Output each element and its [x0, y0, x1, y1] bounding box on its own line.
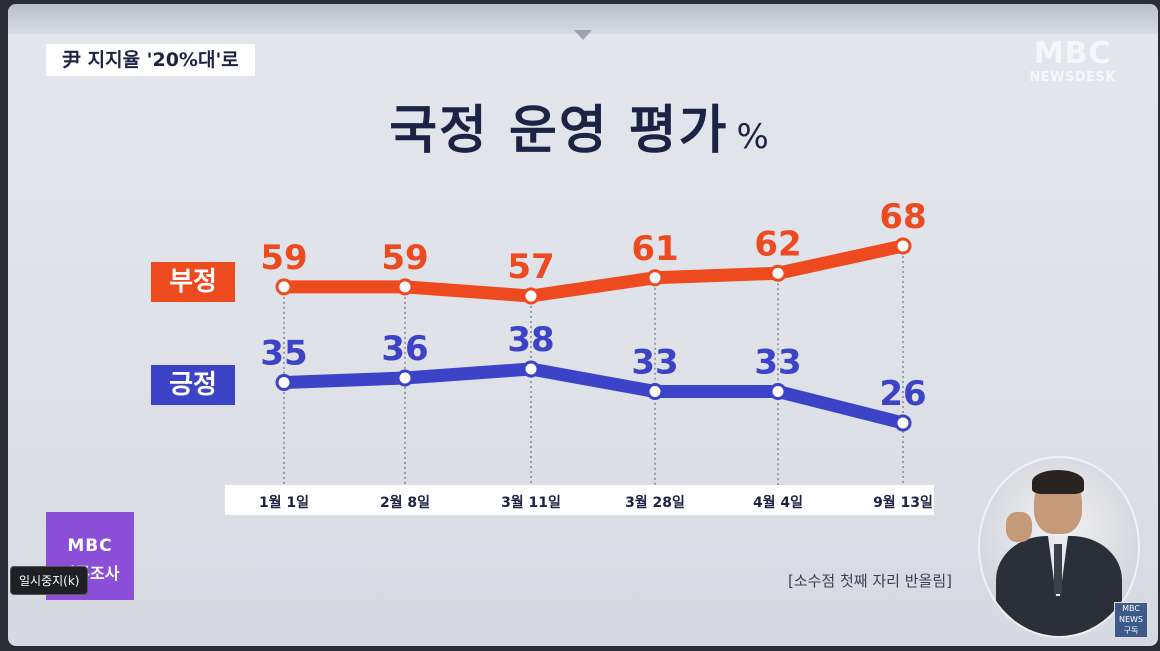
- data-point: [275, 374, 293, 391]
- data-label: 33: [631, 343, 678, 383]
- data-label: 59: [381, 238, 428, 278]
- legend-negative: 부정: [151, 262, 235, 302]
- data-point: [894, 414, 912, 432]
- headline-caption: 尹 지지율 '20%대'로: [46, 44, 255, 76]
- data-label: 62: [754, 224, 801, 264]
- logo-mark: MBC: [1033, 36, 1112, 71]
- x-tick-label: 3월 11일: [501, 494, 561, 511]
- data-point: [522, 360, 540, 378]
- sign-language-interpreter: [978, 456, 1140, 638]
- data-point: [646, 269, 664, 287]
- footnote: [소수점 첫째 자리 반올림]: [787, 572, 952, 590]
- data-point: [769, 383, 787, 400]
- data-point: [646, 383, 664, 400]
- data-point: [275, 278, 293, 296]
- chart-unit: %: [736, 117, 771, 157]
- data-label: 61: [631, 229, 678, 269]
- chart-title: 국정 운영 평가%: [0, 88, 1160, 163]
- data-label: 68: [879, 197, 926, 237]
- chart-title-text: 국정 운영 평가: [389, 101, 729, 161]
- caret-down-icon: [574, 30, 592, 40]
- data-label: 36: [381, 329, 428, 369]
- data-label: 59: [260, 238, 307, 278]
- x-tick-label: 2월 8일: [380, 494, 430, 511]
- top-bar: [8, 4, 1158, 34]
- data-point: [769, 264, 787, 282]
- poll-badge-mark: MBC: [67, 536, 113, 556]
- broadcast-frame: [8, 4, 1158, 646]
- x-tick-label: 4월 4일: [753, 494, 803, 511]
- logo-sub: NEWSDESK: [1029, 70, 1116, 85]
- data-label: 33: [754, 343, 801, 383]
- data-label: 35: [260, 334, 307, 374]
- x-axis-bar: [225, 485, 934, 515]
- legend-positive: 긍정: [151, 365, 235, 405]
- series-line-1: [277, 362, 910, 430]
- data-point: [894, 237, 912, 255]
- pause-tooltip: 일시중지(k): [10, 566, 89, 595]
- x-tick-label: 3월 28일: [625, 494, 685, 511]
- data-label: 26: [879, 374, 926, 414]
- data-point: [396, 278, 414, 296]
- data-label: 57: [507, 247, 554, 287]
- data-point: [522, 287, 540, 305]
- x-tick-label: 1월 1일: [259, 494, 309, 511]
- series-line-0: [277, 239, 910, 303]
- x-tick-label: 9월 13일: [873, 494, 933, 511]
- data-point: [396, 369, 414, 387]
- mbc-logo: MBC NEWSDESK: [1029, 38, 1116, 86]
- subscribe-button[interactable]: MBC NEWS 구독: [1114, 602, 1148, 638]
- data-label: 38: [507, 320, 554, 360]
